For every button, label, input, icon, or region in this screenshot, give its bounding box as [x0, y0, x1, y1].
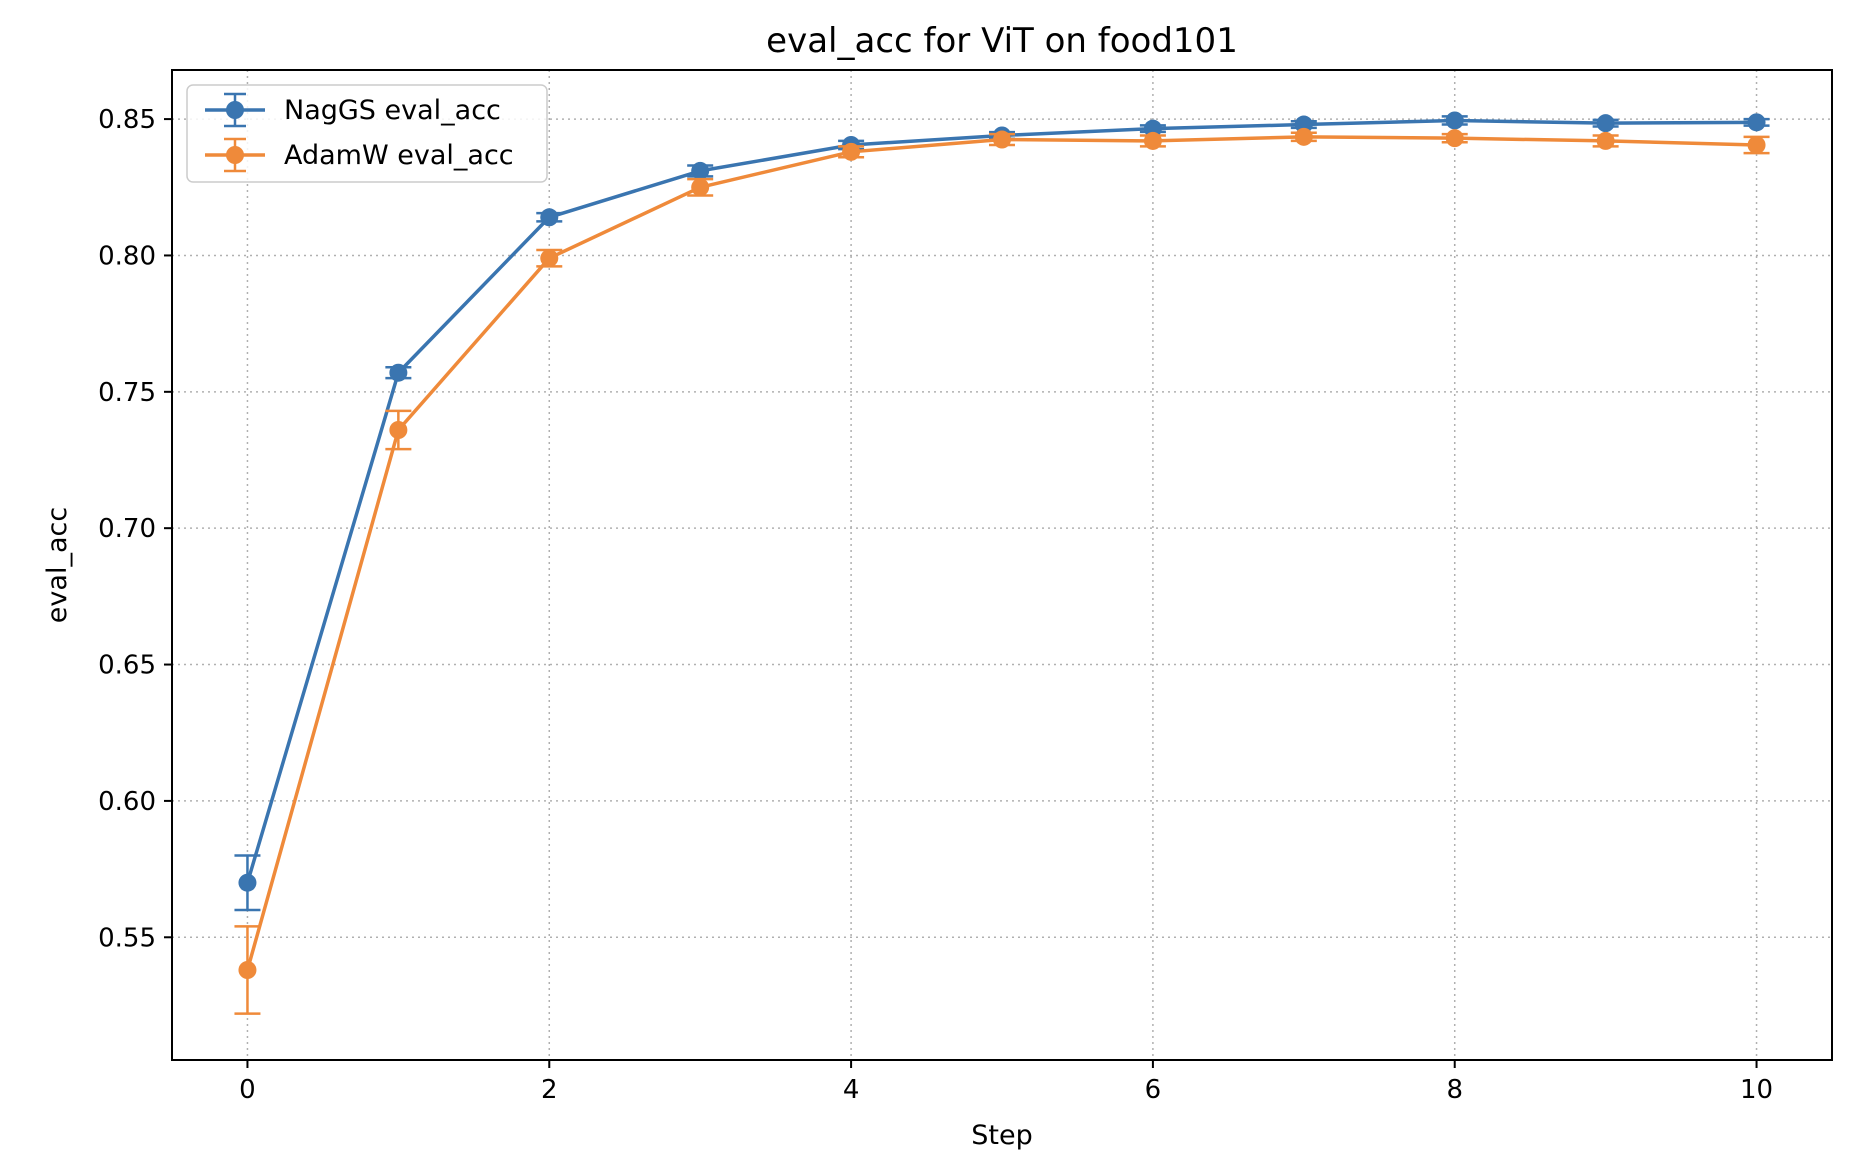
data-point	[1445, 111, 1464, 130]
plot-frame	[171, 69, 1833, 1061]
x-tick-label: 6	[1145, 1075, 1162, 1105]
y-axis: 0.55 0.60 0.65 0.70 0.75 0.80 0.85	[98, 105, 172, 953]
chart-title: eval_acc for ViT on food101	[766, 21, 1238, 61]
legend-marker	[226, 101, 244, 119]
x-tick-label: 2	[541, 1075, 558, 1105]
data-point	[1596, 114, 1615, 133]
y-tick-label: 0.60	[98, 787, 156, 817]
series-naggs	[234, 111, 1770, 912]
x-tick-label: 4	[843, 1075, 860, 1105]
legend-box	[186, 84, 548, 183]
y-axis-label: eval_acc	[42, 507, 73, 623]
x-axis: 0 2 4 6 8 10	[239, 1060, 1773, 1105]
legend: NagGS eval_acc AdamW eval_acc	[186, 84, 548, 183]
legend-marker	[226, 146, 244, 164]
x-axis-label: Step	[971, 1120, 1032, 1151]
data-point	[540, 249, 559, 268]
grid	[172, 70, 1832, 1060]
series-line	[245, 135, 1757, 971]
x-tick-label: 0	[239, 1075, 256, 1105]
data-point	[1294, 127, 1313, 146]
y-tick-label: 0.75	[98, 378, 156, 408]
data-point	[1747, 113, 1766, 132]
y-tick-label: 0.65	[98, 651, 156, 681]
data-point	[1596, 131, 1615, 150]
y-tick-label: 0.70	[98, 514, 156, 544]
series-layer	[234, 111, 1770, 1015]
data-point	[540, 208, 559, 227]
data-point	[1143, 131, 1162, 150]
data-point	[842, 142, 861, 161]
data-point	[691, 161, 710, 180]
x-tick-label: 8	[1446, 1075, 1463, 1105]
x-tick-label: 10	[1740, 1075, 1773, 1105]
data-point	[238, 961, 257, 979]
data-point	[238, 873, 257, 892]
y-tick-label: 0.55	[98, 923, 156, 953]
data-point	[389, 421, 408, 439]
series-adamw	[234, 127, 1770, 1015]
y-tick-label: 0.80	[98, 241, 156, 271]
legend-label-naggs: NagGS eval_acc	[284, 95, 501, 126]
legend-label-adamw: AdamW eval_acc	[284, 140, 514, 171]
series-line	[245, 118, 1757, 884]
data-point	[993, 130, 1011, 149]
legend-entry-adamw: AdamW eval_acc	[205, 137, 514, 173]
legend-entry-naggs: NagGS eval_acc	[205, 92, 501, 128]
data-point	[389, 363, 408, 382]
y-tick-label: 0.85	[98, 105, 156, 135]
data-point	[691, 178, 710, 197]
data-point	[1747, 136, 1766, 154]
data-point	[1445, 129, 1464, 148]
